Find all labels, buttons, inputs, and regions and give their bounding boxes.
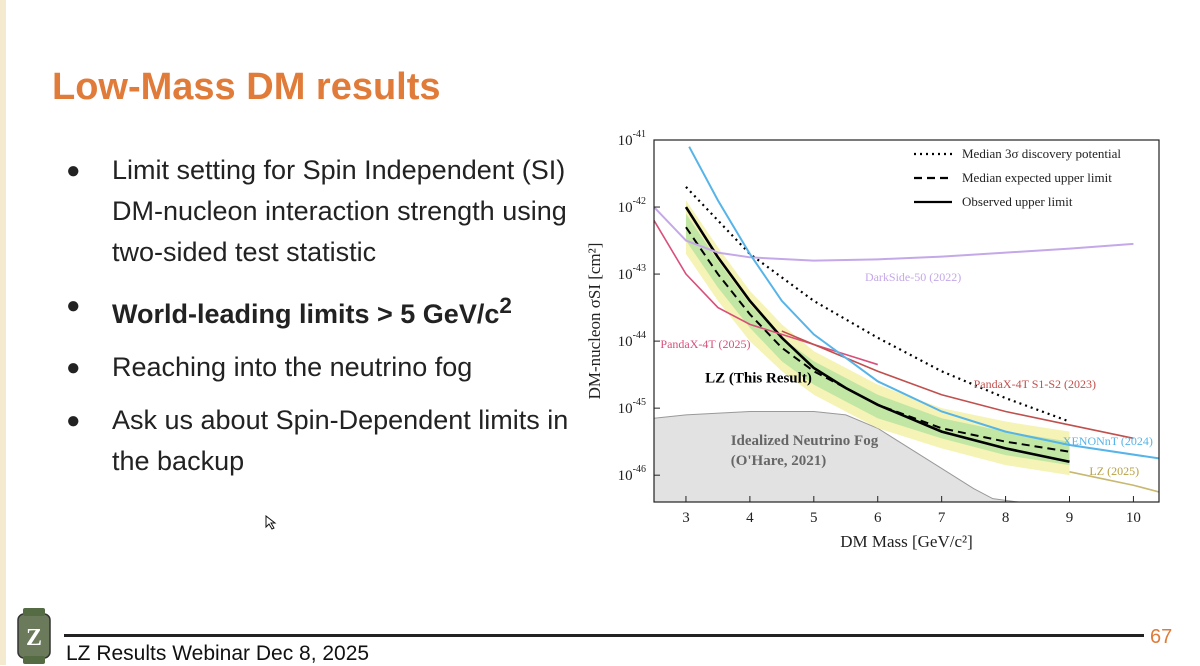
bullet-icon: ● bbox=[66, 407, 81, 434]
y-tick-label: 10-45 bbox=[618, 397, 646, 417]
bullet-icon: ● bbox=[66, 292, 81, 319]
bullet-superscript: 2 bbox=[499, 293, 512, 318]
bullet-item: ● Reaching into the neutrino fog bbox=[64, 347, 584, 388]
y-tick-exponent: -42 bbox=[633, 196, 646, 207]
series-line-observed bbox=[684, 206, 1070, 464]
page-number: 67 bbox=[1150, 626, 1173, 648]
y-tick-label: 10-43 bbox=[618, 263, 646, 283]
x-tick-label: 6 bbox=[874, 510, 882, 526]
footer-text: LZ Results Webinar Dec 8, 2025 bbox=[66, 642, 370, 665]
x-tick-label: 7 bbox=[938, 510, 946, 526]
annotation-label: DarkSide-50 (2022) bbox=[865, 270, 961, 284]
annotation-label: (O'Hare, 2021) bbox=[731, 453, 827, 469]
series-line-darkside bbox=[654, 206, 1134, 262]
series-line-xenonnt bbox=[688, 146, 1159, 460]
mouse-cursor-icon bbox=[265, 515, 277, 530]
annotation-label: XENONnT (2024) bbox=[1063, 434, 1153, 448]
slide-title: Low-Mass DM results bbox=[52, 66, 441, 108]
legend-label: Median expected upper limit bbox=[962, 170, 1112, 185]
bullet-icon: ● bbox=[66, 354, 81, 381]
bullet-icon: ● bbox=[66, 157, 81, 184]
y-tick-exponent: -46 bbox=[633, 464, 646, 475]
y-tick-exponent: -43 bbox=[633, 263, 646, 274]
x-tick-label: 9 bbox=[1066, 510, 1074, 526]
annotation-label: LZ (2025) bbox=[1089, 464, 1139, 478]
y-tick-label: 10-41 bbox=[618, 129, 646, 149]
series-line-pandax_s1s2 bbox=[781, 330, 1134, 440]
chart-svg: 3 4 5 6 7 8 9 10 10-46 10-45 10-44 10-43 10-42 10-41 D… bbox=[585, 129, 1160, 551]
y-tick-exponent: -41 bbox=[633, 129, 646, 140]
x-tick-label: 4 bbox=[746, 510, 754, 526]
bullet-text: World-leading limits > 5 GeV/c bbox=[112, 299, 500, 329]
logo-letter: Z bbox=[26, 625, 42, 651]
y-tick-label: 10-42 bbox=[618, 196, 646, 216]
bullet-item: ● Limit setting for Spin Independent (SI)… bbox=[64, 150, 584, 273]
series-line-lz2025 bbox=[1069, 471, 1159, 493]
plot-frame bbox=[653, 139, 1160, 503]
series-line-discovery bbox=[685, 186, 1070, 423]
y-tick-label: 10-44 bbox=[618, 330, 646, 350]
annotation-label: PandaX-4T (2025) bbox=[660, 337, 750, 351]
one-sigma-band bbox=[685, 213, 1070, 466]
x-tick-label: 10 bbox=[1126, 510, 1141, 526]
bullet-item: ● World-leading limits > 5 GeV/c2 bbox=[64, 285, 584, 335]
x-axis-label: DM Mass [GeV/c²] bbox=[840, 532, 973, 551]
dm-limit-chart: 3 4 5 6 7 8 9 10 10-46 10-45 10-44 10-43 10-42 10-41 D… bbox=[570, 118, 1195, 568]
plot-area bbox=[654, 146, 1159, 502]
bullet-item: ● Ask us about Spin-Dependent limits in t… bbox=[64, 400, 584, 482]
neutrino-fog-region bbox=[654, 411, 1019, 502]
slide-left-edge bbox=[0, 0, 6, 665]
y-tick-exponent: -45 bbox=[633, 397, 646, 408]
lz-logo-icon: Z bbox=[17, 608, 51, 664]
y-axis-label: DM-nucleon σSI [cm²] bbox=[585, 243, 604, 400]
x-tick-label: 3 bbox=[682, 510, 690, 526]
annotation-label: LZ (This Result) bbox=[705, 371, 812, 387]
legend-label: Median 3σ discovery potential bbox=[962, 146, 1121, 161]
annotation-label: PandaX-4T S1-S2 (2023) bbox=[974, 377, 1096, 391]
y-tick-exponent: -44 bbox=[633, 330, 646, 341]
annotation-label: Idealized Neutrino Fog bbox=[731, 433, 879, 449]
bullet-text: Ask us about Spin-Dependent limits in th… bbox=[112, 405, 569, 476]
y-tick-label: 10-46 bbox=[618, 464, 646, 484]
series-line-expected bbox=[685, 226, 1070, 453]
footer-divider bbox=[64, 634, 1144, 637]
legend-label: Observed upper limit bbox=[962, 194, 1073, 209]
x-tick-label: 5 bbox=[810, 510, 818, 526]
bullet-list: ● Limit setting for Spin Independent (SI)… bbox=[64, 150, 584, 494]
bullet-text: Limit setting for Spin Independent (SI) … bbox=[112, 155, 567, 267]
bullet-text: Reaching into the neutrino fog bbox=[112, 352, 473, 382]
x-tick-label: 8 bbox=[1002, 510, 1010, 526]
